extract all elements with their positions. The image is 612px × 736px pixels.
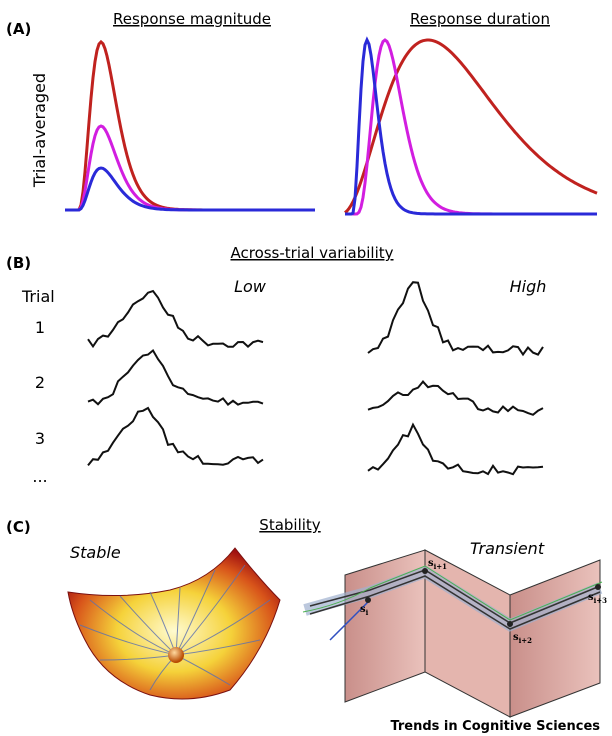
transient-label: Transient [470,539,545,558]
trial-number: ... [32,467,47,486]
curves [65,36,598,216]
bowl [67,547,281,700]
traces [87,281,544,476]
column-label: High [510,277,547,296]
trial-number: 3 [35,429,45,448]
panel-label: (B) [6,254,31,272]
trial-header: Trial [21,287,55,306]
state-label: si+3 [588,592,607,605]
trial-trace [87,406,264,467]
panel-label: (A) [6,20,31,38]
response-curve [344,38,598,214]
trial-trace [367,281,544,357]
response-curve [65,166,315,212]
panel-title: Response duration [410,10,550,28]
state-label: si+1 [428,558,447,571]
response-curve [345,36,597,216]
stable-label: Stable [70,543,121,562]
trial-trace [87,289,264,349]
transient-manifold: si si+1 si+2 si+3 [302,549,607,718]
state-label: si [360,604,369,617]
panel-label: (C) [6,518,31,536]
trial-number: 1 [35,318,45,337]
panel-title: Across-trial variability [230,244,393,262]
trial-trace [367,380,544,416]
panel-title: Response magnitude [113,10,271,28]
trial-trace [87,348,264,406]
response-curve [345,38,597,216]
y-label: Trial-averaged [30,73,49,188]
panel-title: Stability [259,516,321,534]
trial-trace [367,422,544,476]
trial-number: 2 [35,373,45,392]
state-label: si+2 [513,632,532,645]
journal-footer: Trends in Cognitive Sciences [390,719,600,734]
column-label: Low [234,277,267,296]
